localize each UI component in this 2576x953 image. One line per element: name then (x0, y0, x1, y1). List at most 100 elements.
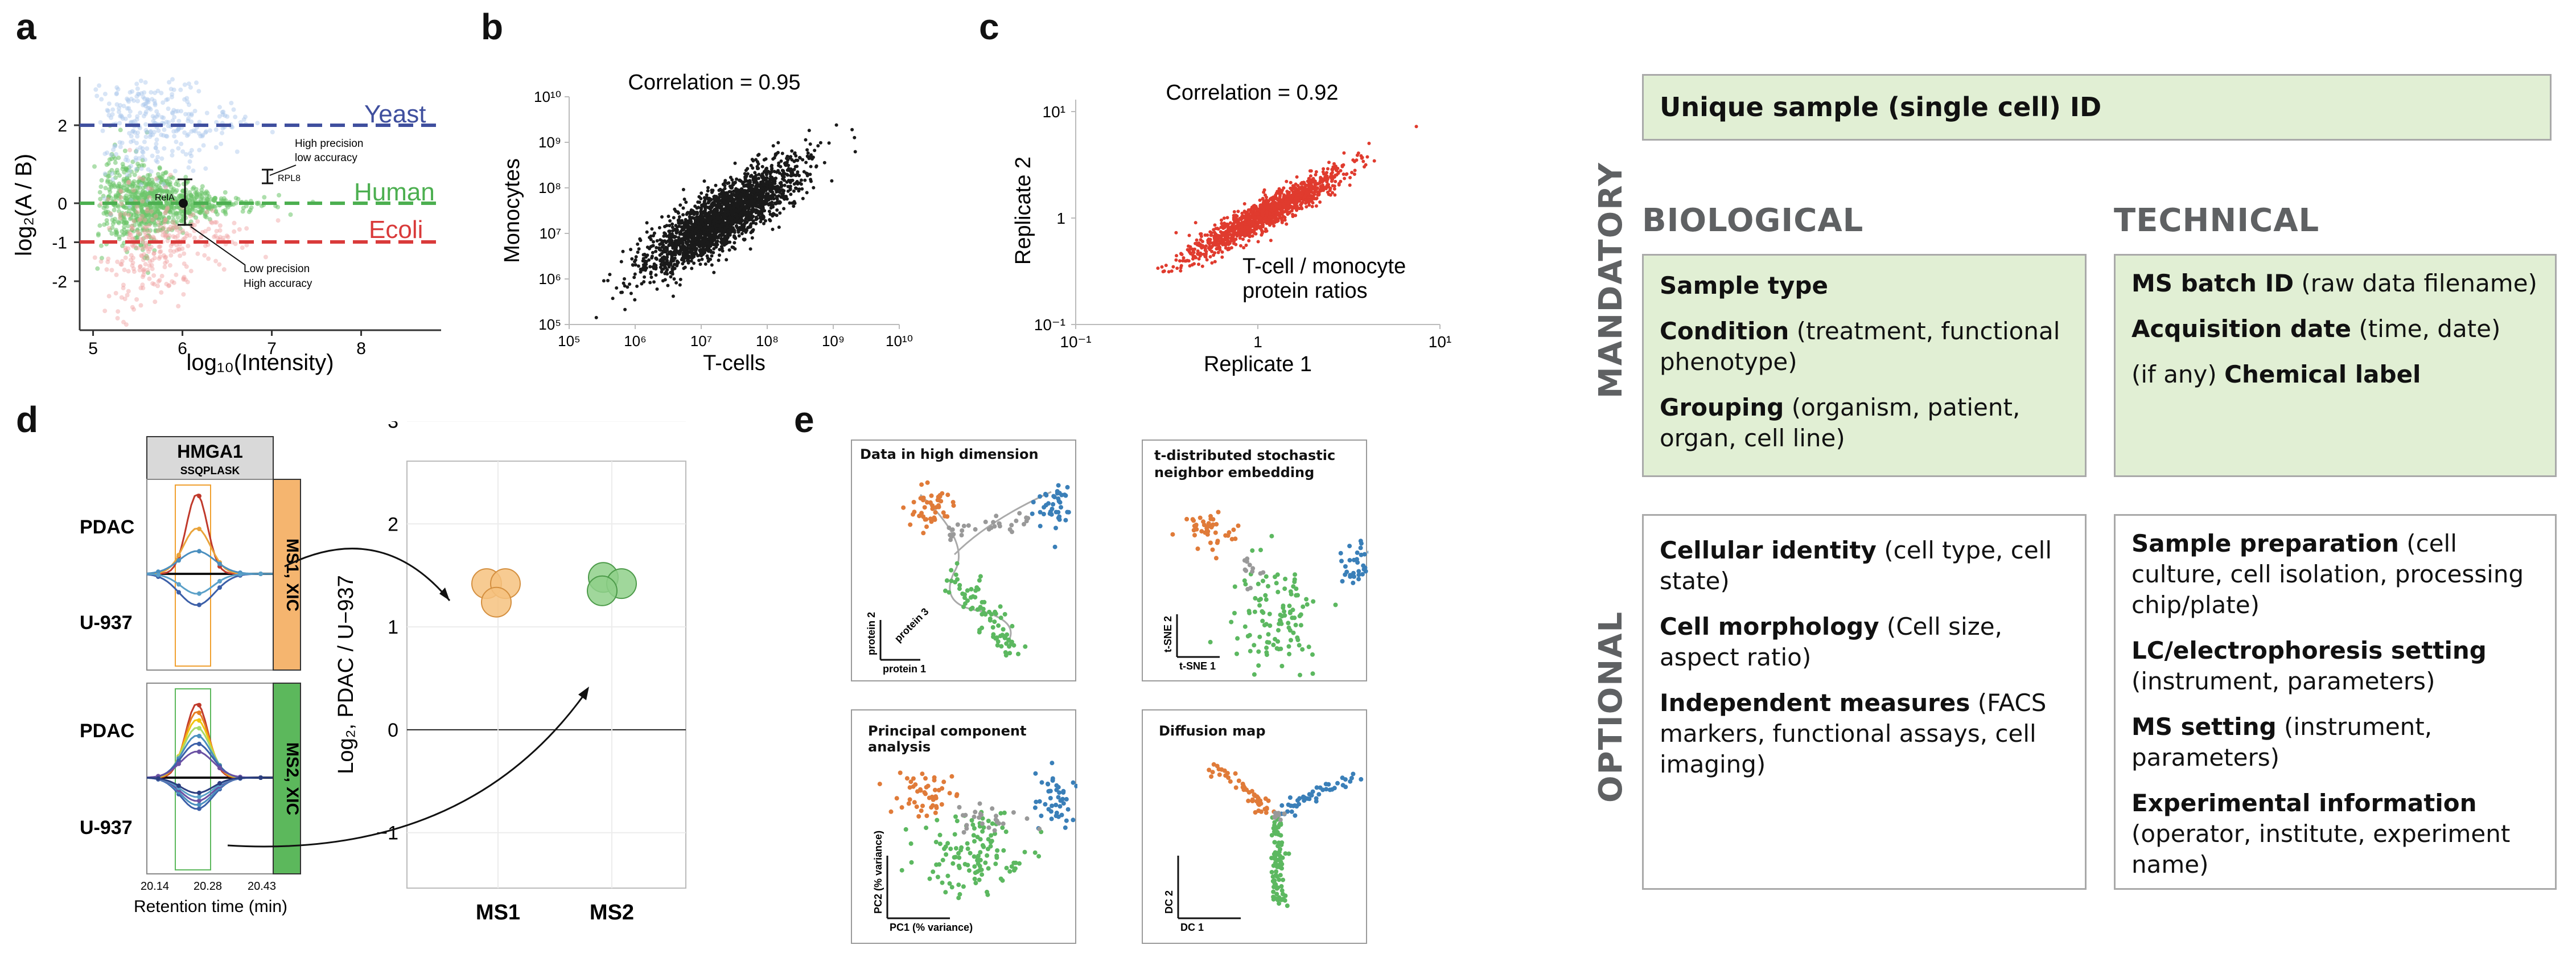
a-point-1273 (130, 236, 135, 241)
a-point-804 (199, 195, 204, 200)
a-point-1426 (140, 240, 145, 245)
a-point-965 (138, 145, 143, 150)
a-point-1076 (135, 130, 141, 135)
a-point-1404 (98, 201, 104, 206)
b-point-2236 (732, 235, 736, 239)
b-point-2027 (657, 246, 661, 250)
a-point-1488 (151, 235, 156, 240)
b-x-tick-3: 10⁸ (756, 332, 779, 350)
b-point-1031 (749, 163, 753, 167)
b-point-2208 (689, 220, 693, 224)
a-point-1078 (155, 149, 160, 154)
c-point-34 (1170, 269, 1174, 273)
a-point-1474 (215, 236, 220, 241)
b-point-303 (673, 207, 677, 211)
a-point-1494 (141, 267, 146, 272)
a-point-778 (161, 219, 166, 224)
a-point-1061 (137, 92, 142, 97)
a-point-1059 (154, 141, 159, 146)
b-point-2212 (736, 229, 740, 233)
a-point-1267 (163, 233, 168, 238)
a-point-1331 (142, 229, 147, 235)
a-point-1472 (163, 209, 168, 214)
a-point-633 (177, 211, 182, 216)
c-point-875 (1197, 257, 1201, 261)
b-point-1652 (768, 175, 772, 178)
b-point-173 (757, 172, 761, 176)
a-point-1256 (147, 263, 152, 268)
c-point-952 (1187, 233, 1191, 237)
a-point-996 (198, 134, 203, 139)
b-point-2029 (680, 258, 684, 262)
c-point-475 (1244, 243, 1248, 247)
a-point-866 (149, 205, 154, 210)
b-point-599 (681, 213, 685, 217)
a-point-868 (160, 174, 165, 179)
b-point-1795 (662, 231, 666, 235)
c-point-845 (1261, 225, 1265, 229)
b-point-1137 (633, 298, 637, 302)
a-point-1110 (146, 167, 151, 172)
b-point-2042 (739, 228, 743, 232)
b-point-1940 (768, 219, 772, 223)
b-point-144 (757, 176, 760, 180)
c-point-1120 (1186, 248, 1190, 252)
b-point-2138 (642, 280, 646, 284)
b-point-2218 (751, 202, 755, 206)
a-point-1359 (145, 255, 150, 260)
a-point-986 (99, 97, 104, 102)
a-point-995 (134, 117, 139, 122)
a-point-981 (162, 127, 167, 132)
a-point-1053 (170, 77, 175, 82)
a-point-1427 (181, 277, 186, 282)
b-point-2077 (789, 192, 793, 196)
a-point-1244 (145, 268, 150, 273)
a-point-1239 (134, 204, 139, 210)
a-point-767 (157, 217, 162, 222)
b-point-2095 (748, 192, 752, 196)
b-point-1861 (721, 182, 725, 186)
a-point-920 (153, 145, 158, 150)
b-point-2184 (682, 237, 686, 241)
b-point-152 (698, 262, 702, 266)
a-point-1438 (140, 282, 145, 287)
a-point-1274 (138, 264, 143, 269)
b-point-1996 (715, 230, 719, 234)
b-point-2279 (772, 212, 776, 216)
b-point-2167 (668, 224, 672, 228)
b-point-2274 (736, 188, 740, 192)
a-point-692 (110, 221, 116, 226)
a-point-1478 (129, 257, 133, 262)
b-point-1571 (733, 202, 736, 206)
b-point-2196 (728, 199, 732, 203)
a-point-927 (145, 130, 149, 135)
a-point-1143 (146, 100, 151, 105)
a-point-1229 (191, 212, 196, 217)
b-point-1828 (742, 223, 746, 227)
b-point-1900 (654, 266, 658, 270)
a-point-1125 (170, 118, 175, 123)
c-point-846 (1237, 233, 1241, 237)
a-point-922 (163, 134, 168, 138)
b-point-2201 (773, 182, 777, 186)
a-point-1228 (149, 244, 154, 249)
b-point-2073 (780, 183, 784, 187)
a-point-438 (127, 173, 132, 178)
a-point-789 (179, 194, 184, 199)
b-point-1465 (633, 272, 637, 276)
c-point-1046 (1239, 244, 1242, 248)
a-point-1436 (130, 226, 135, 231)
a-point-1019 (162, 146, 167, 151)
a-point-1010 (238, 120, 243, 125)
a-point-839 (106, 194, 112, 199)
b-point-2298 (768, 180, 772, 184)
a-point-1374 (181, 292, 186, 297)
b-point-2057 (718, 233, 722, 237)
a-point-1445 (163, 254, 168, 260)
a-point-963 (170, 149, 175, 154)
c-point-656 (1175, 254, 1178, 258)
c-point-1101 (1319, 175, 1323, 179)
a-point-1023 (154, 109, 159, 114)
a-point-1127 (125, 158, 130, 163)
b-point-827 (628, 282, 632, 286)
